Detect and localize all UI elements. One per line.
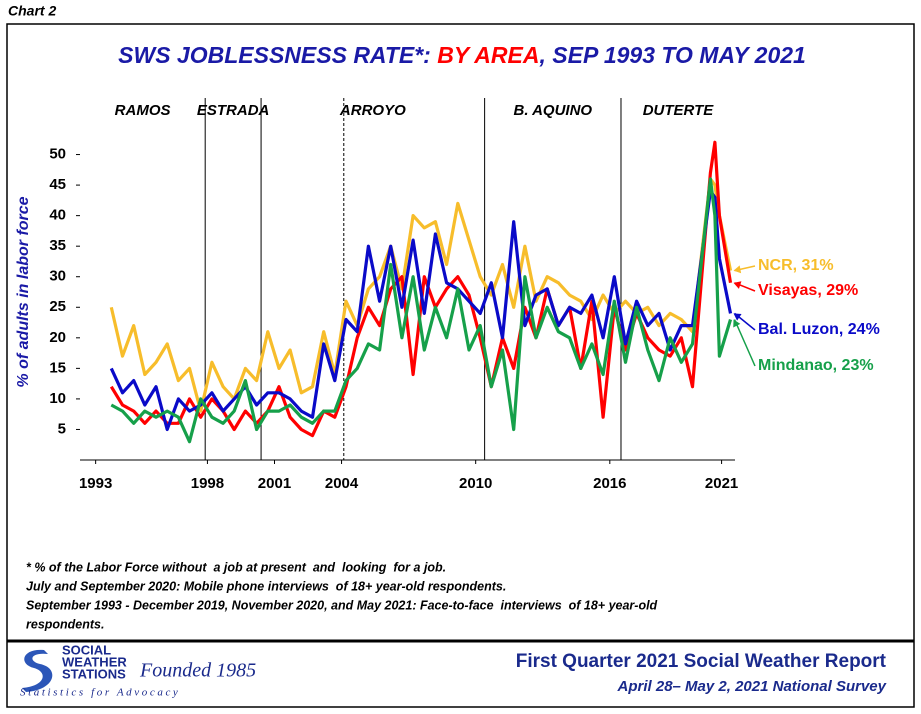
y-tick-label: 25 — [49, 298, 66, 315]
y-tick-label: 45 — [49, 176, 66, 193]
y-tick-label: 35 — [49, 237, 66, 254]
y-tick-label: 20 — [49, 329, 66, 346]
y-tick-label: 30 — [49, 268, 66, 285]
y-tick-label: 10 — [49, 390, 66, 407]
y-tick-label: 5 — [58, 420, 66, 437]
logo-text: STATIONS — [62, 666, 126, 681]
footnote: * % of the Labor Force without a job at … — [26, 560, 446, 574]
y-axis-label: % of adults in labor force — [15, 196, 32, 387]
arrow-head — [733, 313, 742, 321]
y-tick-label: 15 — [49, 359, 66, 376]
footnote: September 1993 - December 2019, November… — [26, 598, 658, 612]
frame — [6, 23, 915, 708]
footer-title: First Quarter 2021 Social Weather Report — [516, 651, 887, 672]
x-tick-label: 2010 — [459, 475, 492, 492]
label-arrow — [733, 319, 756, 367]
administration-label: DUTERTE — [643, 102, 715, 119]
x-tick-label: 2004 — [325, 475, 359, 492]
y-tick-label: 50 — [49, 146, 66, 163]
footer-subtitle: April 28– May 2, 2021 National Survey — [617, 678, 887, 695]
x-tick-label: 2016 — [593, 475, 626, 492]
title-part: BY AREA — [437, 42, 539, 68]
logo-founded: Founded 1985 — [139, 660, 256, 682]
line — [110, 177, 733, 444]
arrow-head — [733, 281, 742, 289]
title-part: , SEP 1993 TO MAY 2021 — [538, 42, 805, 68]
logo-text: WEATHER — [62, 654, 127, 669]
series-label: NCR, 31% — [758, 257, 834, 274]
arrow-head — [733, 319, 741, 328]
series-label: Bal. Luzon, 24% — [758, 321, 880, 338]
series-label: Visayas, 29% — [758, 282, 858, 299]
arrow-head — [733, 265, 742, 274]
x-tick-label: 2001 — [258, 475, 291, 492]
chart-label: Chart 2 — [8, 3, 56, 19]
title-part: SWS JOBLESSNESS RATE*: — [118, 42, 437, 68]
administration-label: ESTRADA — [197, 102, 270, 119]
x-tick-label: 2021 — [705, 475, 738, 492]
series-label: Mindanao, 23% — [758, 357, 874, 374]
logo-tagline: Statistics for Advocacy — [20, 687, 180, 699]
x-tick-label: 1993 — [79, 475, 112, 492]
administration-label: B. AQUINO — [513, 102, 592, 119]
x-tick-label: 1998 — [191, 475, 224, 492]
chart-title: SWS JOBLESSNESS RATE*: BY AREA, SEP 1993… — [118, 42, 806, 68]
logo-text: SOCIAL — [62, 642, 111, 657]
footnotes: * % of the Labor Force without a job at … — [26, 560, 658, 631]
administration-label: ARROYO — [339, 102, 406, 119]
footnote: respondents. — [26, 617, 105, 631]
logo-mark — [22, 649, 53, 692]
footnote: July and September 2020: Mobile phone in… — [26, 579, 506, 593]
line — [109, 189, 733, 432]
y-tick-label: 40 — [49, 207, 66, 224]
administration-label: RAMOS — [115, 102, 171, 119]
